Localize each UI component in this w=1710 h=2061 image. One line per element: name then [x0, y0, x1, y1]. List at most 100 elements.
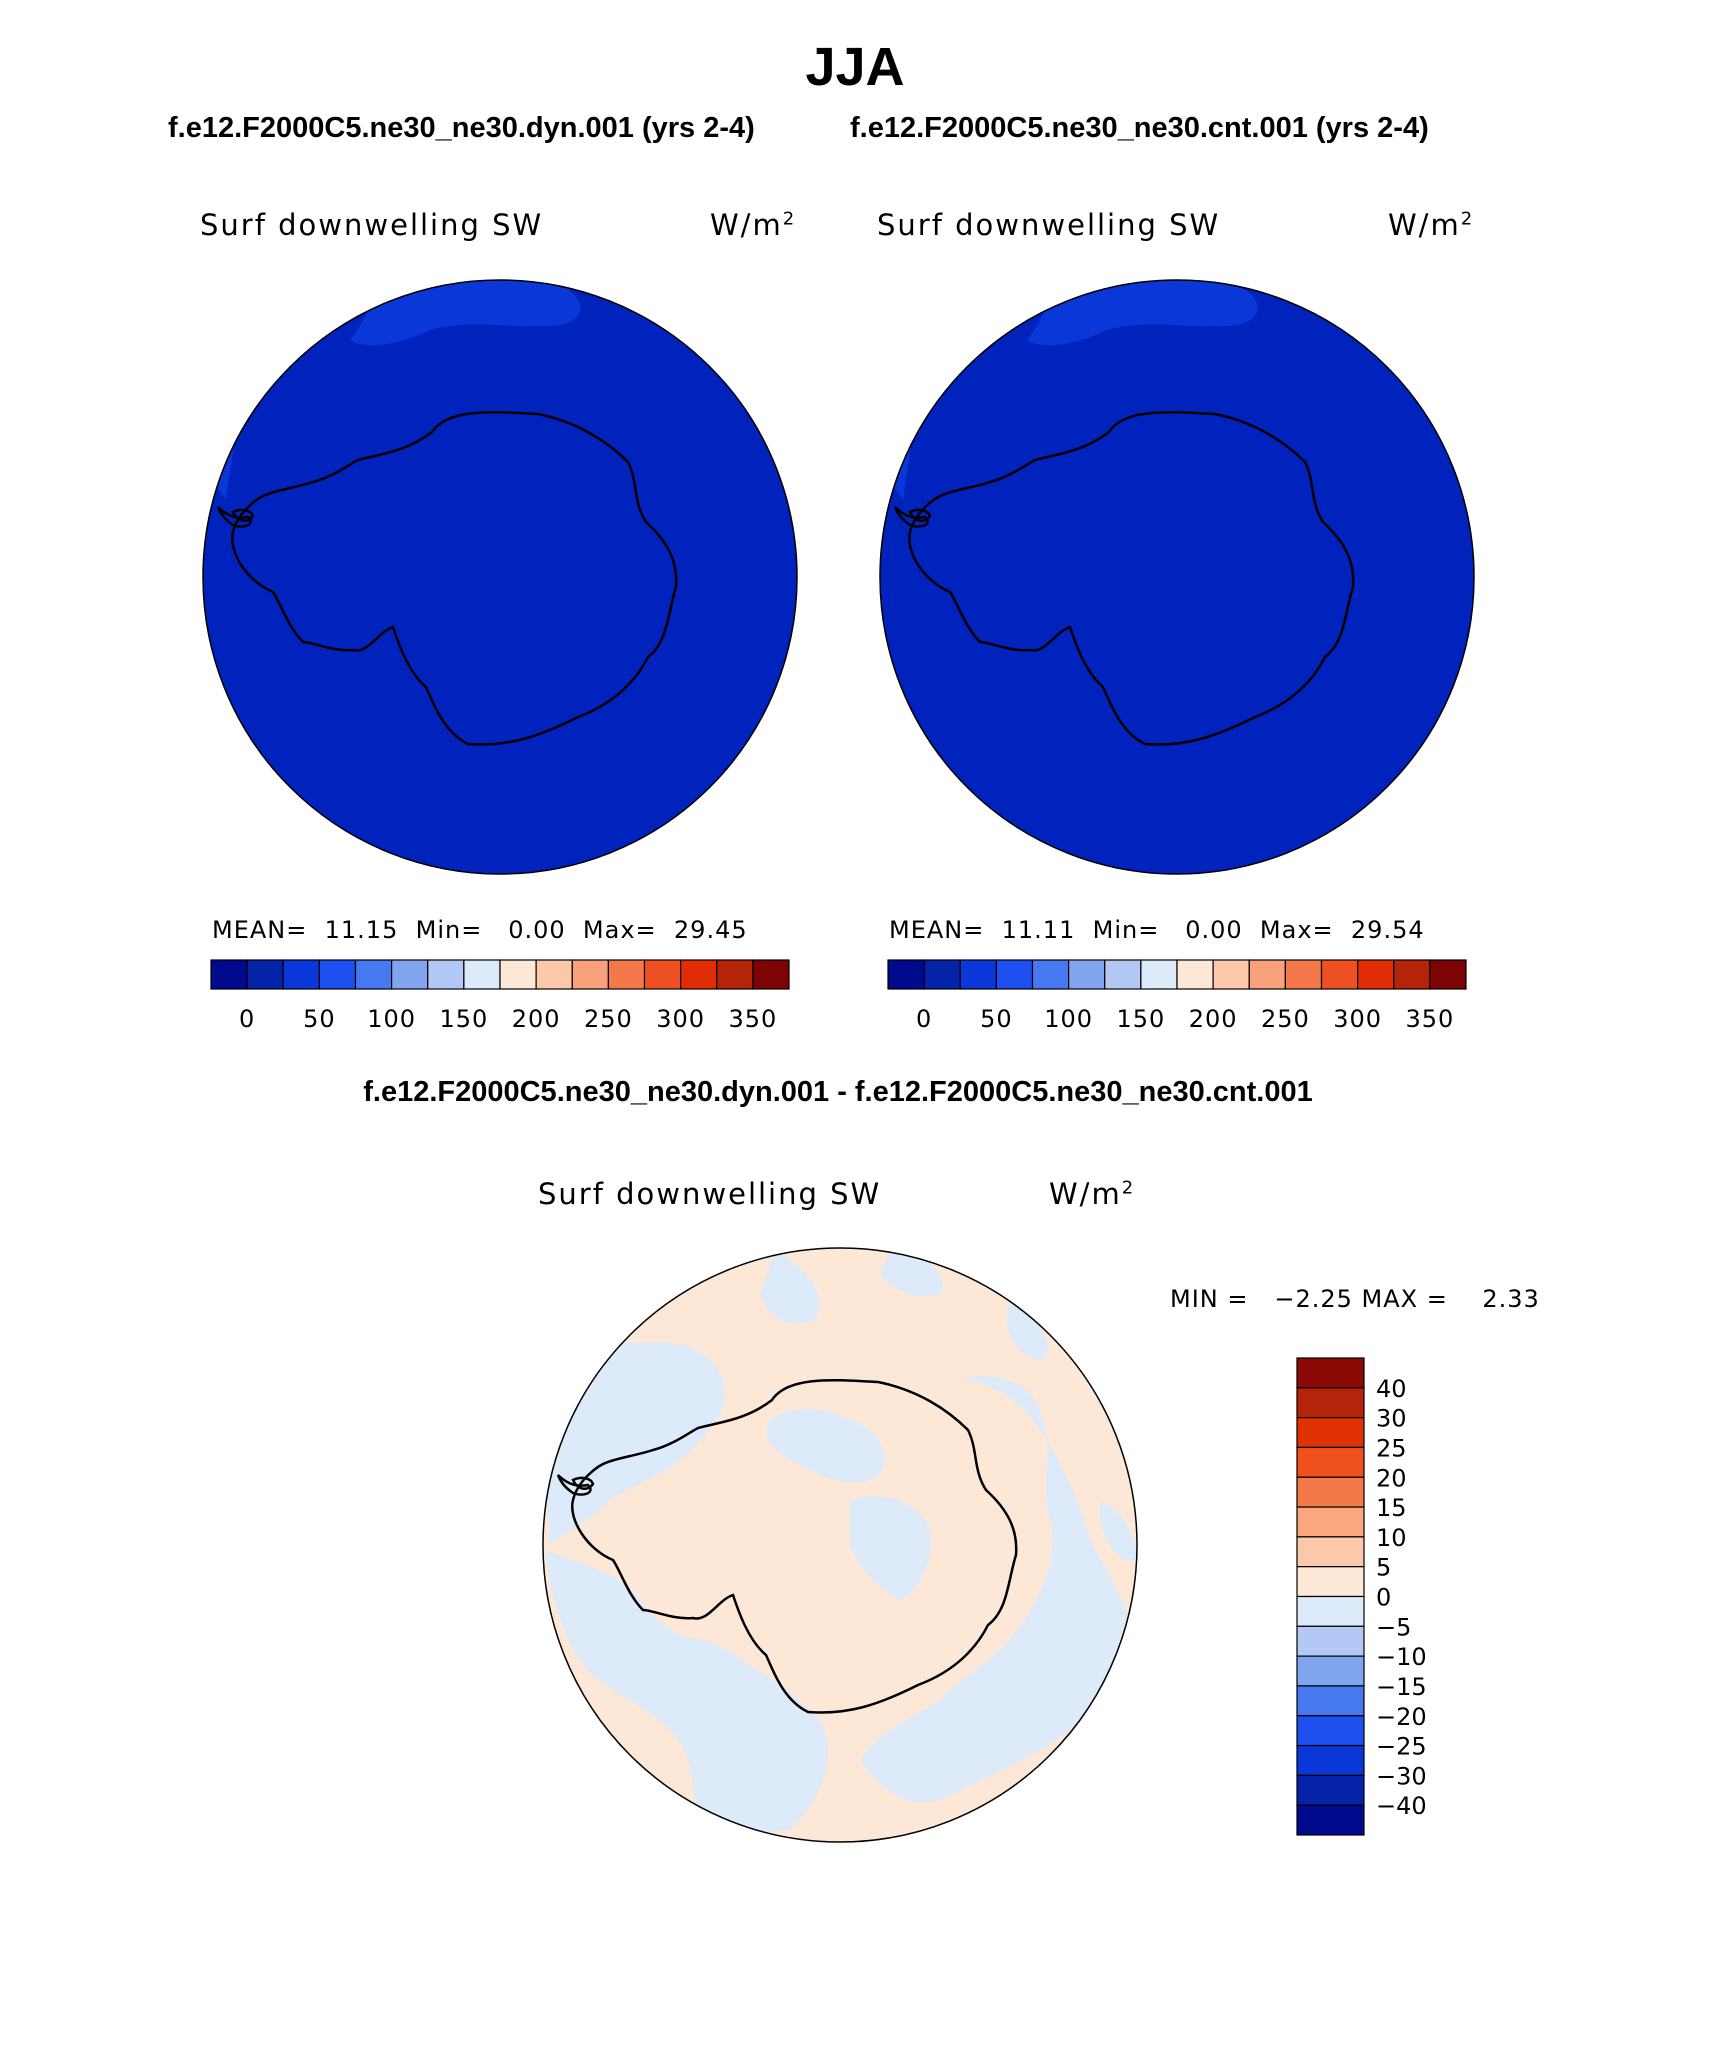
colorbar-diff-swatch	[1296, 1476, 1365, 1508]
colorbar-right-swatch	[923, 959, 961, 990]
colorbar-right-swatch	[1104, 959, 1142, 990]
colorbar-left-tick-label: 150	[439, 1005, 488, 1033]
colorbar-left-tick-label: 250	[584, 1005, 633, 1033]
colorbar-left-swatch	[752, 959, 790, 990]
map-right-field	[880, 280, 1474, 874]
colorbar-diff-tick-label: 0	[1376, 1584, 1391, 1612]
colorbar-diff-swatch	[1296, 1566, 1365, 1598]
colorbar-right-tick-label: 200	[1189, 1005, 1238, 1033]
map-diff-border	[542, 1247, 1138, 1843]
map-right-high-region	[1027, 280, 1258, 346]
colorbar-diff-swatch	[1296, 1446, 1365, 1478]
map-diff	[543, 1248, 1137, 1842]
map-left	[203, 280, 797, 874]
colorbar-right-swatch	[1176, 959, 1214, 990]
colorbar-diff-tick-label: −30	[1376, 1762, 1427, 1790]
colorbar-right-swatch	[1248, 959, 1286, 990]
colorbar-diff-swatch	[1296, 1357, 1365, 1389]
colorbar-right-swatch	[1068, 959, 1106, 990]
panel-right-stats: MEAN= 11.11 Min= 0.00 Max= 29.54	[889, 916, 1425, 944]
colorbar-left-swatch	[499, 959, 537, 990]
colorbar-left-swatch	[716, 959, 754, 990]
colorbar-left-swatch	[680, 959, 718, 990]
colorbar-diff-tick-label: −40	[1376, 1792, 1427, 1820]
colorbar-left-tick-label: 100	[367, 1005, 416, 1033]
colorbar-right-swatch	[959, 959, 997, 990]
colorbar-left-tick-label: 300	[656, 1005, 705, 1033]
panel-left-stats: MEAN= 11.15 Min= 0.00 Max= 29.45	[212, 916, 748, 944]
colorbar-right-tick-label: 0	[916, 1005, 932, 1033]
colorbar-left-swatch	[463, 959, 501, 990]
colorbar-diff-tick-label: 20	[1376, 1464, 1407, 1492]
colorbar-diff-tick-label: −25	[1376, 1733, 1427, 1761]
colorbar-left-tick-label: 0	[239, 1005, 255, 1033]
map-right-border	[879, 279, 1475, 875]
colorbar-right-swatch	[995, 959, 1034, 990]
colorbar-left: 0 50 100 150 200 250 300 350	[210, 959, 790, 1033]
diff-variable: Surf downwelling SW	[538, 1177, 882, 1211]
colorbar-right-swatch	[887, 959, 925, 990]
colorbar-left-swatch	[535, 959, 573, 990]
case-title-left: f.e12.F2000C5.ne30_ne30.dyn.001 (yrs 2-4…	[168, 112, 755, 144]
colorbar-diff-tick-label: 25	[1376, 1434, 1407, 1462]
panel-left-variable: Surf downwelling SW	[200, 208, 544, 242]
colorbar-diff-tick-label: −5	[1376, 1613, 1411, 1641]
colorbar-right-swatch	[1031, 959, 1070, 990]
colorbar-right-tick-label: 250	[1261, 1005, 1310, 1033]
colorbar-left-swatch	[607, 959, 646, 990]
colorbar-diff-swatch	[1296, 1595, 1365, 1627]
colorbar-right-swatch	[1429, 959, 1467, 990]
colorbar-diff-tick-label: −10	[1376, 1643, 1427, 1671]
colorbar-left-tick-label: 350	[728, 1005, 777, 1033]
colorbar-left-swatch	[643, 959, 682, 990]
colorbar-diff-swatch	[1296, 1774, 1365, 1806]
colorbar-left-swatch	[354, 959, 393, 990]
colorbar-right-tick-label: 300	[1333, 1005, 1382, 1033]
colorbar-right-tick-label: 350	[1405, 1005, 1454, 1033]
map-right	[880, 280, 1474, 874]
colorbar-diff-swatch	[1296, 1744, 1365, 1776]
colorbar-diff-swatch	[1296, 1506, 1365, 1538]
colorbar-left-swatch	[246, 959, 284, 990]
colorbar-diff-swatch	[1296, 1685, 1365, 1717]
map-diff-negative-regions	[545, 1250, 1137, 1840]
colorbar-diff-swatch	[1296, 1625, 1365, 1657]
map-left-high-region	[350, 280, 581, 346]
colorbar-right-tick-label: 150	[1116, 1005, 1165, 1033]
colorbar-right-swatch	[1284, 959, 1323, 990]
diff-units: W/m2	[1049, 1177, 1136, 1211]
colorbar-left-swatch	[282, 959, 320, 990]
colorbar-left-swatch	[391, 959, 429, 990]
colorbar-right-swatch	[1212, 959, 1250, 990]
colorbar-diff-swatch	[1296, 1417, 1365, 1449]
colorbar-right-tick-label: 50	[980, 1005, 1013, 1033]
colorbar-left-tick-label: 200	[512, 1005, 561, 1033]
colorbar-right: 0 50 100 150 200 250 300 350	[887, 959, 1467, 1033]
colorbar-right-swatch	[1140, 959, 1178, 990]
colorbar-left-tick-label: 50	[303, 1005, 336, 1033]
colorbar-right-swatch	[1357, 959, 1395, 990]
colorbar-diff-tick-label: −20	[1376, 1703, 1427, 1731]
colorbar-left-swatch	[427, 959, 465, 990]
diff-title: f.e12.F2000C5.ne30_ne30.dyn.001 - f.e12.…	[363, 1076, 1313, 1108]
colorbar-diff-tick-label: 40	[1376, 1375, 1407, 1403]
colorbar-diff-swatch	[1296, 1804, 1365, 1836]
colorbar-diff-swatch	[1296, 1387, 1365, 1419]
colorbar-left-swatch	[571, 959, 609, 990]
colorbar-right-tick-label: 100	[1044, 1005, 1093, 1033]
colorbar-diff-tick-label: 10	[1376, 1524, 1407, 1552]
page-title: JJA	[805, 37, 905, 97]
panel-right-units: W/m2	[1388, 208, 1475, 242]
diff-minmax: MIN = −2.25 MAX = 2.33	[1170, 1285, 1540, 1313]
colorbar-right-swatch	[1393, 959, 1431, 990]
colorbar-diff-swatch	[1296, 1655, 1365, 1687]
panel-left-units: W/m2	[710, 208, 797, 242]
colorbar-diff-tick-label: 30	[1376, 1405, 1407, 1433]
colorbar-diff-swatch	[1296, 1715, 1365, 1747]
colorbar-diff-tick-label: 15	[1376, 1494, 1407, 1522]
map-left-field	[203, 280, 797, 874]
colorbar-diff-swatch	[1296, 1536, 1365, 1568]
colorbar-left-swatch	[210, 959, 248, 990]
